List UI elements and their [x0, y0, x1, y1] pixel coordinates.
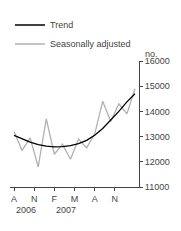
svg-text:M: M [71, 194, 79, 204]
svg-text:12000: 12000 [145, 157, 170, 167]
svg-text:13000: 13000 [145, 132, 170, 142]
svg-text:14000: 14000 [145, 107, 170, 117]
svg-text:A: A [11, 194, 17, 204]
svg-text:11000: 11000 [145, 182, 169, 192]
svg-text:N: N [112, 194, 119, 204]
svg-text:2007: 2007 [56, 205, 76, 215]
svg-text:Seasonally adjusted: Seasonally adjusted [50, 39, 131, 49]
svg-text:15000: 15000 [145, 81, 170, 91]
svg-text:16000: 16000 [145, 56, 170, 66]
svg-text:N: N [31, 194, 38, 204]
svg-text:F: F [52, 194, 58, 204]
svg-text:A: A [92, 194, 98, 204]
svg-text:Trend: Trend [50, 20, 73, 30]
svg-text:2006: 2006 [16, 205, 36, 215]
svg-text:no.: no. [145, 49, 158, 59]
